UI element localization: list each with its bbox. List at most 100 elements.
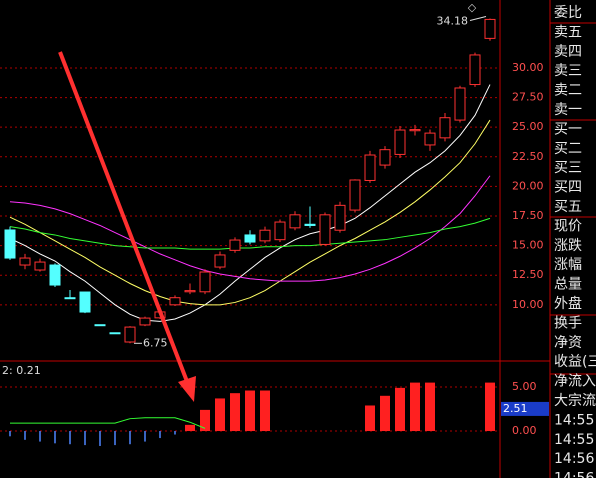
indicator-stick (159, 431, 161, 439)
indicator-bar (365, 405, 375, 432)
candle-body (289, 214, 301, 229)
side-label: 14:56 (554, 451, 594, 467)
indicator-stick (129, 431, 131, 445)
side-label: 卖一 (554, 102, 582, 118)
candle-body (364, 154, 376, 181)
candle-body (349, 179, 361, 211)
candle-body (274, 221, 286, 241)
indicator-bar (260, 390, 270, 432)
annotation-label: 34.18 (437, 14, 469, 27)
candle-body (199, 271, 211, 293)
side-label: 买一 (554, 121, 582, 137)
side-label: 涨跌 (554, 238, 582, 254)
candle-body (49, 264, 61, 286)
marker-symbol: ◇ (468, 1, 477, 14)
arrow-shaft (58, 51, 190, 385)
candle-body (124, 326, 136, 343)
indicator-title: 2: 0.21 (2, 364, 41, 377)
side-label: 涨幅 (554, 257, 582, 273)
side-label: 净资 (554, 335, 582, 351)
candle-body (229, 239, 241, 251)
y-tick-label: 22.50 (512, 150, 544, 163)
side-label: 净流入 (554, 374, 596, 390)
candle-body (214, 254, 226, 268)
indicator-bar (395, 387, 405, 432)
candle-body (394, 129, 406, 155)
side-label: 现价 (554, 218, 582, 234)
big-arrow (58, 51, 196, 402)
indicator-bar (230, 393, 240, 432)
y-tick-label: 17.50 (512, 209, 544, 222)
candle-body (424, 132, 436, 146)
side-label: 买二 (554, 141, 582, 157)
candle-body (259, 229, 271, 242)
candle-body (19, 257, 31, 266)
y-tick-label: 10.00 (512, 298, 544, 311)
indicator-stick (9, 431, 11, 437)
y-tick-label: 0.00 (512, 424, 537, 437)
side-label: 卖五 (554, 24, 582, 40)
side-label: 卖二 (554, 83, 582, 99)
arrow-head (178, 376, 196, 402)
indicator-bar (485, 382, 495, 432)
candle-body (379, 149, 391, 166)
indicator-stick (114, 431, 116, 446)
y-tick-label: 20.00 (512, 179, 544, 192)
side-label: 委比 (554, 5, 582, 21)
y-tick-label: 25.00 (512, 120, 544, 133)
candle-body (469, 54, 481, 86)
y-tick-label: 12.50 (512, 268, 544, 281)
side-label: 买四 (554, 180, 582, 196)
side-label: 买五 (554, 199, 582, 215)
candle-body (454, 87, 466, 121)
current-value-label: 2.51 (503, 402, 528, 415)
candle-body (319, 214, 331, 245)
indicator-stick (144, 431, 146, 442)
side-label: 总量 (554, 277, 582, 293)
side-dividers (550, 22, 596, 375)
y-tick-label: 15.00 (512, 239, 544, 252)
indicator-stick (39, 431, 41, 442)
plot-area: 10.00 12.50 15.00 17.50 20.00 22.50 25.00 27.50… (0, 1, 549, 446)
candle-body (439, 117, 451, 139)
annotation-arrow (469, 15, 487, 21)
indicator-bar (215, 398, 225, 432)
annotation-label: 6.75 (143, 336, 168, 349)
side-label: 换手 (554, 314, 582, 331)
side-label: 14:55 (554, 412, 594, 428)
indicator-stick (24, 431, 26, 440)
candle-body (34, 261, 46, 271)
side-label: 收益(三 (554, 354, 596, 370)
side-label: 卖三 (554, 63, 582, 79)
side-label: 卖四 (554, 44, 582, 60)
indicator-bar (245, 390, 255, 432)
indicator-stick (54, 431, 56, 444)
moving-average (9, 217, 491, 250)
side-label: 14:56 (554, 471, 594, 478)
candle-body (409, 129, 421, 132)
y-tick-label: 30.00 (512, 61, 544, 74)
candle-body (94, 324, 106, 327)
indicator-stick (174, 431, 176, 435)
candle-body (484, 18, 496, 39)
moving-average (9, 84, 491, 322)
indicator-bar (185, 424, 195, 432)
indicator-line (10, 417, 206, 429)
indicator-stick (69, 431, 71, 445)
y-tick-label: 27.50 (512, 91, 544, 104)
candle-body (139, 317, 151, 326)
candle-body (244, 234, 256, 243)
candle-body (64, 297, 76, 300)
candle-body (184, 290, 196, 293)
side-label: 外盘 (554, 295, 582, 312)
indicator-bar (200, 409, 210, 432)
indicator-stick (84, 431, 86, 446)
side-label: 14:55 (554, 432, 594, 448)
moving-average (9, 119, 491, 306)
candle-body (4, 229, 16, 259)
side-label: 大宗流 (554, 393, 596, 409)
indicator-bar (380, 395, 390, 432)
indicator-bar (410, 382, 420, 432)
candle-body (79, 291, 91, 313)
